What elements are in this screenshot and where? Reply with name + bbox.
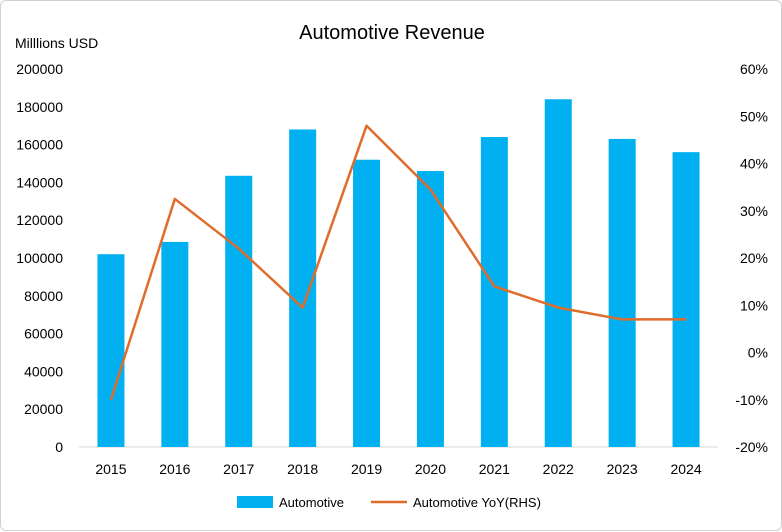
bar-automotive-2022 [545, 99, 572, 447]
y2-tick-label: 60% [740, 61, 768, 77]
legend: Automotive Automotive YoY(RHS) [237, 495, 541, 510]
y-tick-label: 140000 [16, 174, 63, 190]
x-tick-label: 2018 [287, 461, 318, 477]
y-tick-label: 120000 [16, 212, 63, 228]
legend-label-automotive: Automotive [279, 495, 344, 510]
x-tick-label: 2022 [543, 461, 574, 477]
y-tick-label: 200000 [16, 61, 63, 77]
y-tick-label: 20000 [24, 401, 63, 417]
line-series [111, 126, 686, 400]
x-tick-label: 2023 [607, 461, 638, 477]
x-tick-label: 2017 [223, 461, 254, 477]
y-axis-ticks: 0 20000 40000 60000 80000 100000 120000 140000 1… [16, 61, 63, 455]
y-tick-label: 180000 [16, 99, 63, 115]
y2-tick-label: -10% [735, 392, 768, 408]
bar-automotive-2024 [673, 152, 700, 447]
legend-swatch-automotive [237, 496, 273, 508]
bar-automotive-2019 [353, 160, 380, 447]
bar-automotive-2015 [97, 254, 124, 447]
line-automotive-yoy [111, 126, 686, 400]
y-axis-label: Milllions USD [15, 35, 98, 51]
legend-label-yoy: Automotive YoY(RHS) [413, 495, 541, 510]
x-tick-label: 2016 [159, 461, 190, 477]
y2-tick-label: 0% [748, 345, 768, 361]
y-tick-label: 80000 [24, 288, 63, 304]
y2-tick-label: 10% [740, 297, 768, 313]
y2-tick-label: -20% [735, 439, 768, 455]
x-axis-ticks: 2015 2016 2017 2018 2019 2020 2021 2022 2023 2024 [95, 461, 701, 477]
x-tick-label: 2019 [351, 461, 382, 477]
y2-tick-label: 50% [740, 108, 768, 124]
x-tick-label: 2020 [415, 461, 446, 477]
y2-tick-label: 40% [740, 156, 768, 172]
bar-automotive-2016 [161, 242, 188, 447]
chart-title: Automotive Revenue [299, 22, 485, 44]
y-tick-label: 0 [55, 439, 63, 455]
y2-tick-label: 30% [740, 203, 768, 219]
y2-tick-label: 20% [740, 250, 768, 266]
y-tick-label: 40000 [24, 363, 63, 379]
y-tick-label: 60000 [24, 326, 63, 342]
y2-axis-ticks: -20% -10% 0% 10% 20% 30% 40% 50% 60% [735, 61, 768, 455]
y-tick-label: 160000 [16, 137, 63, 153]
bar-automotive-2017 [225, 176, 252, 447]
x-tick-label: 2015 [95, 461, 126, 477]
bar-series [97, 99, 699, 447]
x-tick-label: 2021 [479, 461, 510, 477]
bar-automotive-2021 [481, 137, 508, 447]
y-tick-label: 100000 [16, 250, 63, 266]
bar-automotive-2020 [417, 171, 444, 447]
bar-automotive-2018 [289, 129, 316, 447]
bar-automotive-2023 [609, 139, 636, 447]
x-tick-label: 2024 [670, 461, 701, 477]
